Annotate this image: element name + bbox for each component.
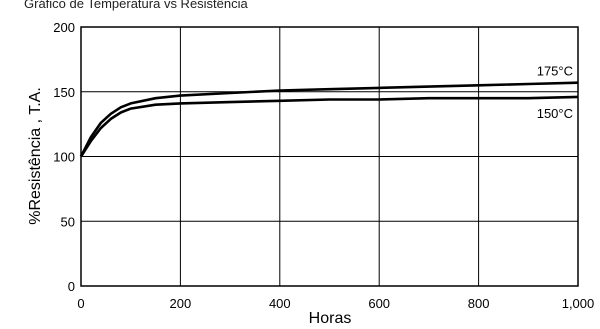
x-tick-label: 0 bbox=[77, 296, 84, 311]
x-tick-label: 800 bbox=[468, 296, 490, 311]
y-tick-labels: 0 50 100 150 200 bbox=[53, 20, 75, 294]
series-label-175c: 175°C bbox=[537, 64, 573, 79]
y-tick-label: 100 bbox=[53, 150, 75, 165]
series-label-150c: 150°C bbox=[537, 106, 573, 121]
x-tick-label: 600 bbox=[368, 296, 390, 311]
x-axis-title: Horas bbox=[309, 310, 352, 327]
y-tick-label: 200 bbox=[53, 20, 75, 35]
plot-frame bbox=[80, 26, 579, 287]
series-lines bbox=[79, 81, 579, 158]
chart-header-text: Gráfico de Temperatura vs Resistência bbox=[24, 0, 249, 11]
x-tick-label: 400 bbox=[269, 296, 291, 311]
y-tick-label: 0 bbox=[68, 279, 75, 294]
y-tick-label: 50 bbox=[61, 214, 75, 229]
grid bbox=[81, 27, 578, 286]
x-tick-label: 1,000 bbox=[562, 296, 595, 311]
y-axis-title: %Resistência , T.A. bbox=[27, 87, 44, 225]
series-line-175c bbox=[79, 81, 579, 158]
y-tick-label: 150 bbox=[53, 85, 75, 100]
series-labels: 175°C 150°C bbox=[537, 64, 573, 121]
x-tick-labels: 0 200 400 600 800 1,000 bbox=[77, 296, 594, 311]
x-tick-label: 200 bbox=[170, 296, 192, 311]
series-line-150c bbox=[79, 95, 579, 158]
